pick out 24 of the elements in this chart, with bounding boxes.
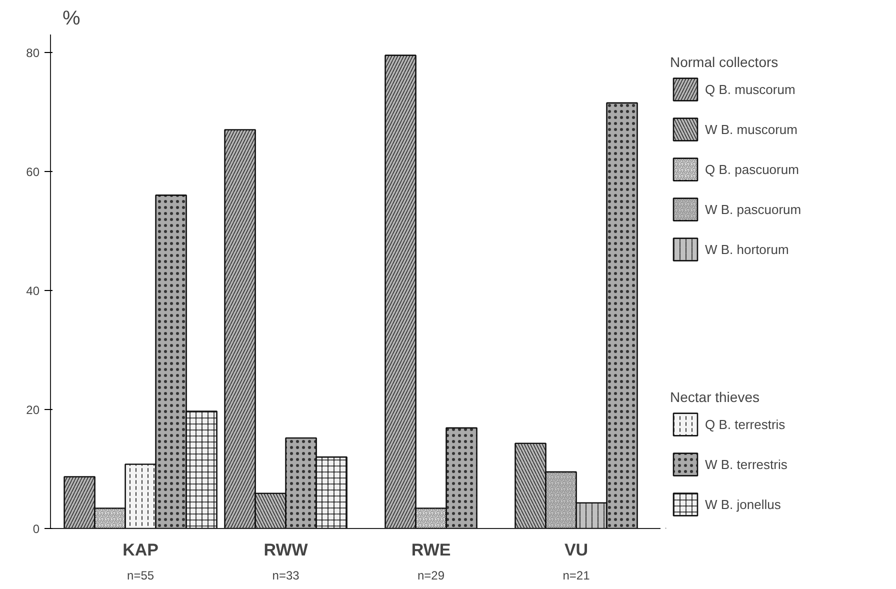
legend-label: W B. jonellus <box>705 496 781 512</box>
x-tick-label: VU <box>564 540 588 560</box>
y-tick-label: 40 <box>26 284 40 298</box>
y-tick-label: 20 <box>26 402 40 417</box>
y-tick-label: 80 <box>26 46 40 60</box>
text: n=29 <box>418 568 445 582</box>
legend-label: Q B. pascuorum <box>705 162 799 176</box>
text: Nectar thieves <box>670 389 760 405</box>
y-axis-title: % <box>62 8 80 30</box>
text: n=21 <box>562 568 590 582</box>
legend-label: W B. pascuorum <box>705 202 802 216</box>
legend-label: W B. muscorum <box>705 122 798 136</box>
legend-label: W B. hortorum <box>705 242 789 256</box>
text: n=33 <box>272 568 300 582</box>
text: Normal collectors <box>670 54 780 70</box>
y-tick-label: 0 <box>32 522 40 536</box>
x-tick-label: KAP <box>122 540 159 560</box>
text: n=55 <box>127 568 154 582</box>
legend-label: Q B. terrestris <box>705 416 786 432</box>
legend-label: W B. terrestris <box>705 456 788 472</box>
y-tick-label: 60 <box>26 164 40 179</box>
legend-label: Q B. muscorum <box>705 82 796 96</box>
x-tick-label: RWE <box>411 540 451 560</box>
x-tick-label: RWW <box>264 540 309 560</box>
